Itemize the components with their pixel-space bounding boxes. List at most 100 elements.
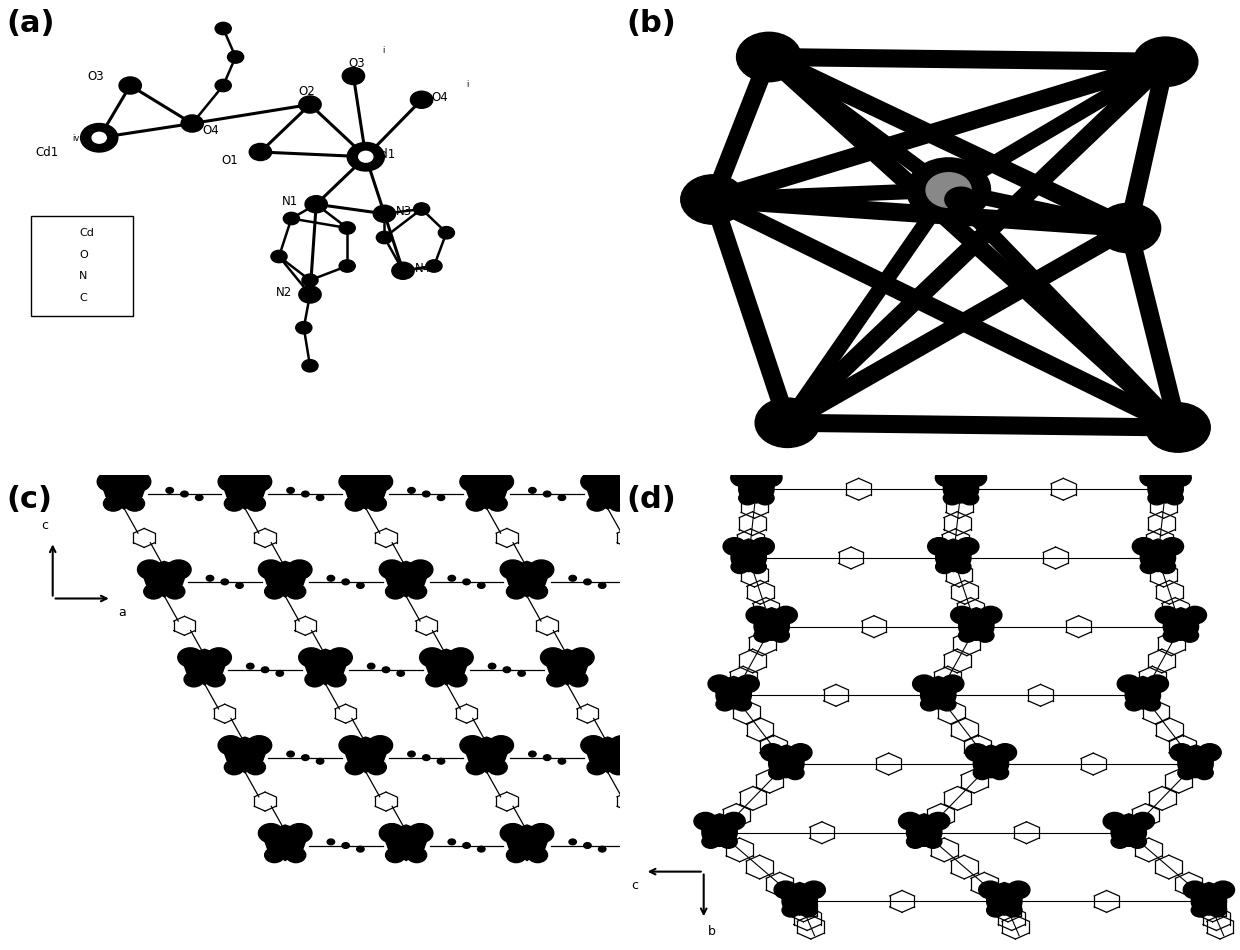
- Circle shape: [737, 32, 801, 82]
- Circle shape: [774, 881, 797, 899]
- Circle shape: [547, 672, 567, 687]
- Circle shape: [1131, 812, 1154, 830]
- Circle shape: [125, 472, 151, 491]
- Circle shape: [97, 472, 123, 491]
- Polygon shape: [222, 473, 268, 509]
- Circle shape: [650, 824, 675, 843]
- Polygon shape: [955, 608, 997, 640]
- Circle shape: [609, 496, 629, 511]
- Circle shape: [47, 268, 69, 285]
- Circle shape: [1117, 675, 1141, 693]
- Circle shape: [580, 735, 606, 755]
- Circle shape: [1168, 469, 1192, 486]
- Circle shape: [184, 672, 203, 687]
- Circle shape: [503, 667, 511, 673]
- Circle shape: [286, 584, 306, 599]
- Circle shape: [702, 835, 719, 848]
- Polygon shape: [940, 470, 982, 503]
- Polygon shape: [464, 737, 510, 772]
- Circle shape: [373, 205, 396, 222]
- Polygon shape: [1159, 608, 1202, 640]
- Circle shape: [303, 275, 317, 287]
- Polygon shape: [779, 883, 821, 915]
- Circle shape: [1169, 744, 1193, 761]
- Circle shape: [528, 584, 548, 599]
- Circle shape: [388, 568, 424, 596]
- Circle shape: [630, 832, 666, 859]
- Circle shape: [936, 544, 971, 572]
- Circle shape: [987, 888, 1022, 915]
- Circle shape: [347, 142, 384, 171]
- Circle shape: [1141, 560, 1158, 574]
- Circle shape: [397, 671, 404, 676]
- Circle shape: [448, 576, 455, 581]
- Circle shape: [580, 472, 606, 491]
- Text: O3: O3: [348, 57, 365, 69]
- Polygon shape: [765, 745, 807, 777]
- Polygon shape: [1174, 745, 1216, 777]
- Circle shape: [1158, 560, 1176, 574]
- Circle shape: [1133, 37, 1198, 86]
- Circle shape: [1111, 835, 1128, 848]
- Text: N1: N1: [281, 196, 299, 208]
- Circle shape: [1148, 491, 1166, 504]
- Text: O1: O1: [221, 154, 238, 167]
- Circle shape: [771, 629, 790, 642]
- Circle shape: [146, 568, 182, 596]
- Circle shape: [627, 584, 647, 599]
- Circle shape: [218, 472, 243, 491]
- Circle shape: [340, 222, 356, 235]
- Circle shape: [407, 584, 427, 599]
- Circle shape: [181, 115, 203, 132]
- Circle shape: [584, 580, 591, 585]
- Circle shape: [119, 77, 141, 94]
- Circle shape: [730, 469, 754, 486]
- Circle shape: [528, 824, 554, 843]
- Circle shape: [543, 491, 551, 497]
- Circle shape: [286, 487, 294, 493]
- Circle shape: [956, 538, 978, 555]
- Circle shape: [268, 568, 303, 596]
- Polygon shape: [342, 737, 389, 772]
- Circle shape: [408, 824, 433, 843]
- Circle shape: [394, 265, 412, 277]
- Text: i: i: [382, 46, 384, 54]
- Circle shape: [1132, 538, 1156, 555]
- Polygon shape: [181, 649, 228, 685]
- Circle shape: [326, 672, 346, 687]
- Circle shape: [448, 839, 455, 845]
- Circle shape: [487, 760, 507, 775]
- Circle shape: [906, 819, 942, 846]
- Circle shape: [386, 847, 405, 863]
- Circle shape: [1146, 675, 1168, 693]
- Circle shape: [1140, 469, 1163, 486]
- Circle shape: [357, 582, 365, 588]
- Circle shape: [218, 735, 243, 755]
- Text: c: c: [41, 519, 48, 532]
- Circle shape: [924, 835, 942, 848]
- Circle shape: [991, 766, 1008, 780]
- Circle shape: [802, 881, 826, 899]
- Polygon shape: [342, 473, 389, 509]
- Circle shape: [51, 293, 67, 304]
- Circle shape: [206, 576, 213, 581]
- Circle shape: [935, 469, 959, 486]
- Circle shape: [52, 227, 66, 238]
- Circle shape: [751, 538, 774, 555]
- Polygon shape: [584, 473, 631, 509]
- Circle shape: [739, 491, 756, 504]
- Circle shape: [299, 96, 321, 113]
- Circle shape: [107, 481, 141, 507]
- Polygon shape: [970, 745, 1012, 777]
- Text: Cd1: Cd1: [35, 145, 58, 159]
- Circle shape: [941, 675, 963, 693]
- Circle shape: [769, 750, 804, 777]
- Circle shape: [270, 251, 288, 263]
- Circle shape: [249, 143, 272, 161]
- Circle shape: [228, 51, 243, 64]
- Polygon shape: [503, 825, 551, 861]
- Circle shape: [382, 667, 389, 673]
- Circle shape: [774, 606, 797, 624]
- Polygon shape: [1122, 676, 1164, 709]
- Circle shape: [1146, 403, 1210, 452]
